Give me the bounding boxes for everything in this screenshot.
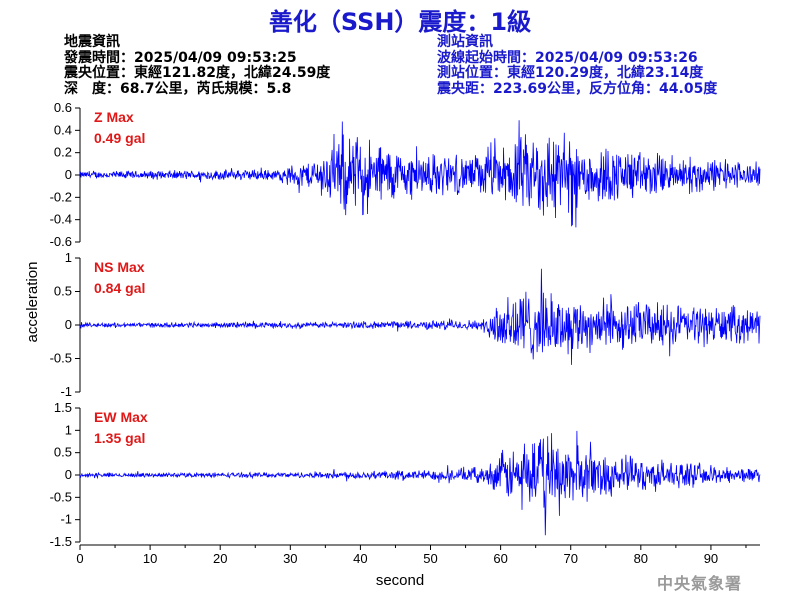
y-tick-label-z: 0.4 — [54, 122, 72, 137]
waveform-z — [79, 120, 761, 228]
waveform-ns — [79, 268, 761, 365]
quake-info-block: 地震資訊 發震時間：2025/04/09 09:53:25 震央位置：東經121… — [64, 34, 331, 97]
y-tick-label-ew: -0.5 — [50, 489, 72, 504]
quake-depth-magnitude: 深 度：68.7公里，芮氏規模：5.8 — [64, 80, 292, 97]
quake-epicenter: 震央位置：東經121.82度，北緯24.59度 — [64, 65, 331, 81]
x-tick-label: 90 — [704, 551, 718, 566]
max-title-ns: NS Max — [94, 259, 145, 275]
max-value-ew: 1.35 gal — [94, 430, 145, 446]
x-tick-label: 60 — [493, 551, 507, 566]
x-tick-label: 20 — [213, 551, 227, 566]
x-axis-title: second — [376, 572, 424, 589]
max-value-z: 0.49 gal — [94, 130, 145, 146]
y-tick-label-ew: -1.5 — [50, 534, 72, 549]
y-tick-label-z: -0.6 — [50, 234, 72, 249]
y-tick-label-z: 0.2 — [54, 145, 72, 160]
waveform-ew — [79, 430, 761, 536]
y-tick-label-z: -0.4 — [50, 212, 72, 227]
y-tick-label-ew: 1 — [65, 422, 72, 437]
station-location: 測站位置：東經120.29度，北緯23.14度 — [437, 65, 704, 81]
y-tick-label-ew: 0.5 — [54, 445, 72, 460]
y-tick-label-ns: 0.5 — [54, 284, 72, 299]
max-value-ns: 0.84 gal — [94, 280, 145, 296]
y-tick-label-ew: 0 — [65, 467, 72, 482]
y-tick-label-ew: -1 — [60, 512, 72, 527]
max-title-ew: EW Max — [94, 409, 148, 425]
max-title-z: Z Max — [94, 109, 134, 125]
y-tick-label-ns: 1 — [65, 250, 72, 265]
quake-info-heading: 地震資訊 — [64, 34, 120, 50]
x-tick-label: 70 — [563, 551, 577, 566]
y-tick-label-z: 0.6 — [54, 100, 72, 115]
station-wave-start: 波線起始時間：2025/04/09 09:53:26 — [437, 49, 698, 66]
x-tick-label: 30 — [283, 551, 297, 566]
quake-origin-time: 發震時間：2025/04/09 09:53:25 — [64, 49, 297, 66]
y-tick-label-ns: -0.5 — [50, 351, 72, 366]
agency-credit: 中央氣象署 — [657, 574, 743, 593]
x-tick-label: 40 — [353, 551, 367, 566]
x-tick-label: 80 — [634, 551, 648, 566]
station-info-block: 測站資訊 波線起始時間：2025/04/09 09:53:26 測站位置：東經1… — [437, 34, 718, 97]
y-tick-label-ew: 1.5 — [54, 400, 72, 415]
y-tick-label-ns: -1 — [60, 384, 72, 399]
x-tick-label: 10 — [143, 551, 157, 566]
chart-title: 善化（SSH）震度：1級 — [268, 8, 532, 36]
x-tick-label: 50 — [423, 551, 437, 566]
x-tick-label: 0 — [76, 551, 83, 566]
y-tick-label-z: -0.2 — [50, 189, 72, 204]
station-info-heading: 測站資訊 — [437, 34, 493, 50]
station-distance-azimuth: 震央距：223.69公里，反方位角：44.05度 — [437, 80, 718, 97]
y-tick-label-ns: 0 — [65, 317, 72, 332]
y-tick-label-z: 0 — [65, 167, 72, 182]
y-axis-title: acceleration — [24, 262, 41, 343]
